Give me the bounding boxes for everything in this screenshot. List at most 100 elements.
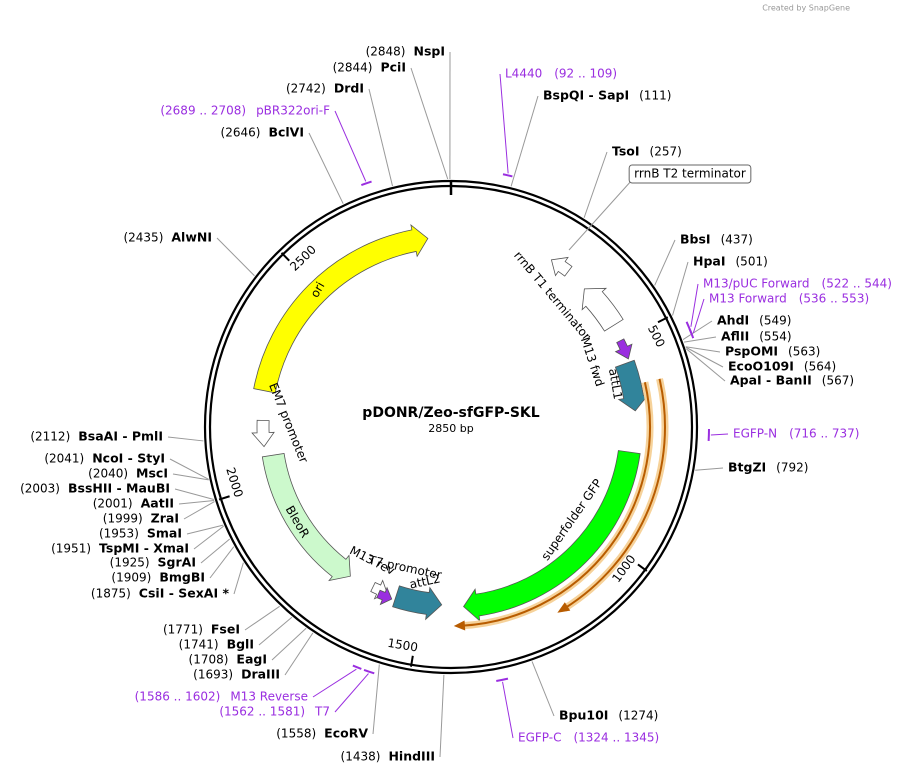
tick-mark (218, 495, 230, 501)
site-line (271, 627, 307, 661)
site-name: ZraI (151, 511, 179, 526)
site-line (216, 237, 255, 277)
callout-line (568, 179, 633, 251)
site-line (244, 605, 280, 631)
site-name: BtgZI (728, 460, 766, 475)
site-position: (567) (822, 374, 854, 388)
feature-attl1 (614, 359, 650, 412)
site-name: BclVI (268, 125, 304, 140)
site-line (193, 525, 224, 550)
feature-label: attL1 (606, 367, 625, 400)
primer-mark (496, 677, 509, 682)
site-position: (2742) (286, 82, 326, 96)
feature-rrnb-t2 (550, 256, 573, 277)
tick-label: 2000 (223, 466, 245, 499)
site-name: AflII (721, 329, 749, 344)
site-name: EagI (236, 652, 267, 667)
primer-name: EGFP-N (733, 427, 777, 441)
site-position: (2435) (123, 231, 163, 245)
site-name: NspI (413, 44, 445, 59)
feature-label: rrnB T2 terminator (634, 167, 746, 181)
orf-head (557, 602, 571, 613)
site-name: TsoI (612, 144, 640, 159)
site-position: (554) (759, 330, 791, 344)
site-line (372, 664, 380, 735)
feature-attl2 (392, 585, 443, 621)
site-line (183, 501, 215, 520)
site-line (410, 67, 449, 180)
site-name: HindIII (388, 749, 435, 764)
site-name: BspQI - SapI (543, 88, 629, 103)
site-line (439, 674, 445, 758)
site-position: (111) (639, 89, 671, 103)
orf-line (563, 378, 666, 610)
site-line (672, 261, 689, 316)
map-name: pDONR/Zeo-sfGFP-SKL (362, 405, 539, 421)
site-position: (1953) (99, 527, 139, 541)
site-position: (1875) (91, 587, 131, 601)
site-name: EcoRV (324, 726, 368, 741)
site-name: BglI (227, 637, 254, 652)
site-position: (2646) (221, 126, 261, 140)
site-line (178, 500, 215, 505)
site-name: CsiI - SexAI * (139, 586, 230, 601)
site-position: (792) (776, 461, 808, 475)
site-line (308, 132, 344, 204)
primer-line (334, 110, 367, 182)
site-name: ApaI - BanII (730, 373, 812, 388)
site-line (682, 320, 713, 340)
feature-m13-rev (376, 586, 393, 606)
site-name: MscI (136, 466, 168, 481)
tick-mark (410, 655, 414, 667)
site-name: NcoI - StyI (92, 451, 165, 466)
site-line (200, 538, 231, 564)
primer-mark (360, 180, 372, 187)
site-line (695, 467, 724, 471)
site-line (209, 546, 235, 579)
site-position: (1925) (110, 556, 150, 570)
site-line (583, 151, 608, 218)
primer-mark (502, 173, 513, 178)
site-position: (2844) (333, 61, 373, 75)
site-line (685, 346, 724, 368)
site-line (685, 346, 721, 353)
primer-range: (522 .. 544) (822, 277, 892, 291)
site-name: AatII (141, 496, 174, 511)
site-position: (2041) (44, 452, 84, 466)
credit: Created by SnapGene (762, 4, 850, 13)
site-position: (501) (736, 255, 768, 269)
primer-range: (92 .. 109) (554, 67, 617, 81)
primer-name: L4440 (505, 67, 542, 81)
tick-mark (637, 563, 648, 572)
site-position: (2112) (30, 430, 70, 444)
primer-range: (716 .. 737) (789, 427, 859, 441)
site-position: (1771) (163, 623, 203, 637)
site-line (686, 348, 726, 382)
site-position: (2003) (20, 482, 60, 496)
site-line (510, 95, 539, 187)
feature-rrnb-t1 (581, 287, 624, 332)
feature-sfgfp (463, 450, 641, 622)
site-line (531, 661, 555, 717)
site-name: SmaI (147, 526, 182, 541)
site-position: (1951) (51, 542, 91, 556)
site-position: (564) (804, 360, 836, 374)
feature-callout: rrnB T2 terminator (568, 164, 752, 251)
feature-em7 (251, 419, 275, 448)
primer-line (710, 433, 729, 436)
primer-name: pBR322ori-F (256, 104, 330, 118)
feature-label: ori (308, 279, 328, 300)
site-position: (257) (650, 145, 682, 159)
site-name: Bpu10I (559, 708, 608, 723)
site-name: BmgBI (159, 570, 205, 585)
site-line (172, 473, 209, 481)
site-name: DraIII (241, 667, 280, 682)
site-position: (1909) (111, 571, 151, 585)
feature-label: M13 fwd (578, 335, 607, 388)
primer-range: (1324 .. 1345) (573, 731, 659, 745)
primer-line (692, 298, 705, 334)
site-line (258, 616, 293, 646)
site-name: AlwNI (171, 230, 212, 245)
feature-label: EM7 promoter (266, 381, 311, 465)
site-line (167, 436, 204, 442)
